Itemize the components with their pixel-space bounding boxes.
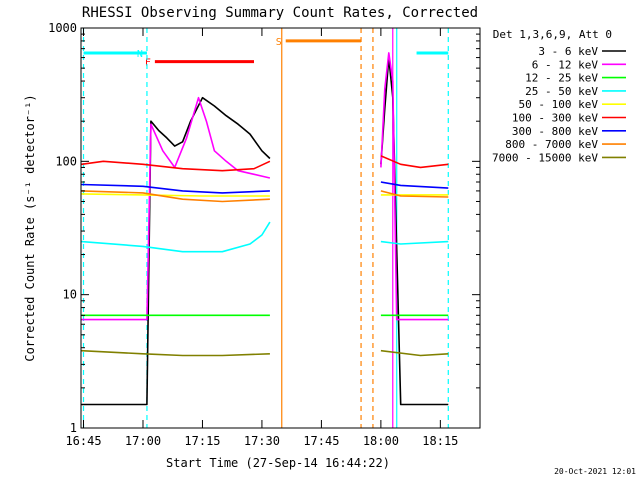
legend-label-6: 300 - 800 keV xyxy=(512,125,598,138)
flag-label-1: N xyxy=(137,49,143,60)
x-axis-label: Start Time (27-Sep-14 16:44:22) xyxy=(166,456,390,470)
legend-label-0: 3 - 6 keV xyxy=(538,45,598,58)
legend-label-3: 25 - 50 keV xyxy=(525,85,598,98)
flag-label-2: F xyxy=(145,58,151,69)
x-tick-label-3: 17:30 xyxy=(244,434,280,448)
series-lines xyxy=(81,52,449,406)
y-tick-label-1: 10 xyxy=(63,288,77,302)
x-tick-label-0: 16:45 xyxy=(65,434,101,448)
plot-frame xyxy=(80,27,481,429)
legend-label-1: 6 - 12 keV xyxy=(532,58,599,71)
legend-label-7: 800 - 7000 keV xyxy=(505,138,598,151)
x-tick-label-4: 17:45 xyxy=(303,434,339,448)
series-line-3 xyxy=(81,221,449,253)
x-tick-label-2: 17:15 xyxy=(184,434,220,448)
y-tick-label-3: 1000 xyxy=(48,21,77,35)
y-tick-label-2: 100 xyxy=(55,154,77,168)
series-line-6 xyxy=(81,181,449,194)
x-tick-label-6: 18:15 xyxy=(422,434,458,448)
x-tick-label-5: 18:00 xyxy=(363,434,399,448)
legend-label-8: 7000 - 15000 keV xyxy=(492,151,598,164)
y-axis-label: Corrected Count Rate (s⁻¹ detector⁻¹) xyxy=(23,94,37,361)
legend-label-5: 100 - 300 keV xyxy=(512,112,598,125)
flag-bars: NF S xyxy=(83,37,449,69)
legend-label-2: 12 - 25 keV xyxy=(525,72,598,85)
date-stamp: 20-Oct-2021 12:01 xyxy=(554,467,636,476)
series-line-7 xyxy=(81,190,449,203)
series-line-5 xyxy=(81,155,449,172)
series-line-8 xyxy=(81,349,449,357)
x-axis: 16:45 17:00 17:15 17:30 17:45 18:00 18:15 xyxy=(65,28,458,448)
series-line-4 xyxy=(81,193,449,197)
y-axis: 1 10 100 1000 xyxy=(48,21,480,435)
legend-label-4: 50 - 100 keV xyxy=(519,98,599,111)
legend-title: Det 1,3,6,9, Att 0 xyxy=(493,28,612,41)
chart-title: RHESSI Observing Summary Count Rates, Co… xyxy=(82,5,478,21)
y-tick-label-0: 1 xyxy=(70,421,77,435)
x-tick-label-1: 17:00 xyxy=(125,434,161,448)
flag-label-3: S xyxy=(276,37,282,48)
series-line-1 xyxy=(81,52,449,321)
